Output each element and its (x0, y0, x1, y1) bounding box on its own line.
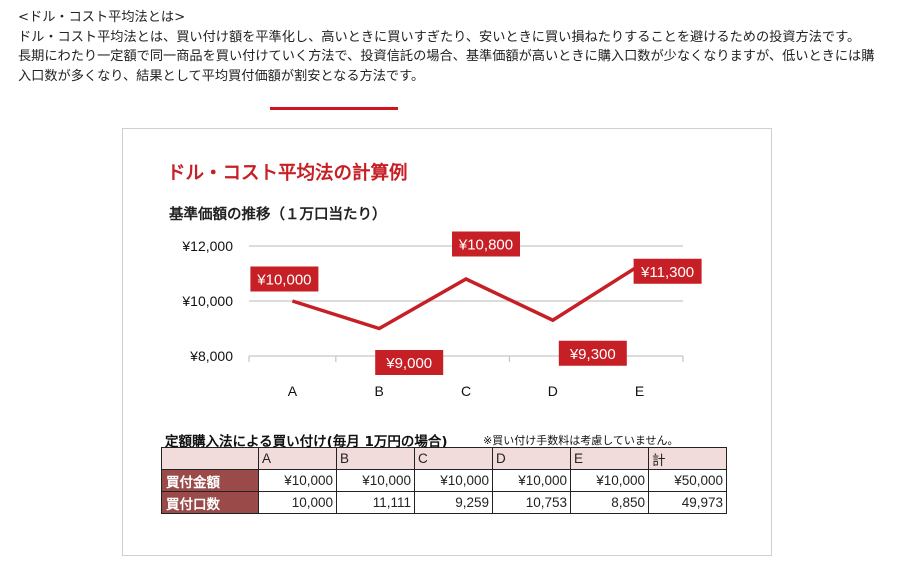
data-label: ¥10,800 (458, 237, 513, 254)
x-tick-label: D (548, 383, 558, 399)
data-label-box (558, 340, 627, 366)
intro-heading: <ドル・コスト平均法とは> (18, 10, 186, 25)
highlighted-phrase: 平均買付価額が割安 (201, 68, 321, 84)
table-cell: 49,973 (648, 491, 727, 514)
row-header-amount: 買付金額 (161, 469, 259, 492)
column-header: B (336, 447, 415, 470)
table-cell: 8,850 (570, 491, 649, 514)
table-cell: ¥50,000 (648, 469, 727, 492)
x-tick-label: A (288, 383, 298, 399)
data-label: ¥9,000 (385, 355, 432, 372)
column-header: D (492, 447, 571, 470)
intro-paragraph-1: ドル・コスト平均法とは、買い付け額を平準化し、高いときに買いすぎたり、安いときに… (18, 29, 861, 45)
table-cell: 11,111 (336, 491, 415, 514)
column-header: 計 (648, 447, 727, 470)
data-label-box (452, 231, 520, 257)
intro-paragraph-2: 長期にわたり一定額で同一商品を買い付けていく方法で、投資信託の場合、基準価額が高… (18, 47, 886, 86)
table-header-row: A B C D E 計 (161, 447, 727, 470)
data-label-box (250, 266, 319, 292)
data-label: ¥9,300 (569, 346, 616, 363)
nav-line-chart: ¥12,000 ¥10,000 ¥8,000 A B C D E ¥10,000 ¥9,000 ¥1… (181, 231, 702, 399)
table-cell: ¥10,000 (336, 469, 415, 492)
column-header: A (258, 447, 337, 470)
table-row-units: 買付口数 10,000 11,111 9,259 10,753 8,850 49… (161, 491, 727, 514)
table-corner-cell (161, 447, 259, 470)
table-cell: ¥10,000 (258, 469, 337, 492)
column-header: E (570, 447, 649, 470)
table-cell: ¥10,000 (492, 469, 571, 492)
table-cell: ¥10,000 (570, 469, 649, 492)
x-tick-label: E (635, 383, 644, 399)
y-tick-label: ¥12,000 (181, 238, 233, 254)
y-tick-label: ¥10,000 (181, 293, 233, 309)
column-header: C (414, 447, 493, 470)
data-label: ¥11,300 (640, 264, 694, 281)
x-tick-label: C (461, 383, 471, 399)
intro-text: <ドル・コスト平均法とは> ドル・コスト平均法とは、買い付け額を平準化し、高いと… (18, 8, 886, 86)
purchase-table: A B C D E 計 買付金額 ¥10,000 ¥10,000 ¥10,000… (161, 447, 727, 514)
intro-paragraph-2-end: となる方法です。 (320, 68, 425, 84)
table-note: ※買い付け手数料は考慮していません。 (483, 434, 679, 447)
table-cell: 10,000 (258, 491, 337, 514)
data-label: ¥10,000 (256, 272, 311, 289)
highlight-underline (270, 107, 398, 110)
row-header-units: 買付口数 (161, 491, 259, 514)
table-row-amount: 買付金額 ¥10,000 ¥10,000 ¥10,000 ¥10,000 ¥10… (161, 469, 727, 492)
calculation-example-figure: ドル・コスト平均法の計算例 基準価額の推移（１万口当たり） ¥12,000 ¥10… (122, 128, 772, 556)
table-cell: 9,259 (414, 491, 493, 514)
table-cell: 10,753 (492, 491, 571, 514)
y-tick-label: ¥8,000 (189, 348, 233, 364)
table-title: 定額購入法による買い付け(毎月 1万円の場合) (165, 434, 448, 450)
series-line (291, 263, 641, 331)
data-label-box (375, 350, 444, 375)
figure-title: ドル・コスト平均法の計算例 (167, 163, 408, 184)
intro-paragraph-2-start: 長期にわたり一定額で同一商品を買い付けていく方法で、投資信託の場合、基準価額が高… (18, 49, 875, 84)
chart-title: 基準価額の推移（１万口当たり） (169, 207, 387, 223)
data-label-box (633, 258, 702, 284)
table-cell: ¥10,000 (414, 469, 493, 492)
x-tick-label: B (375, 383, 384, 399)
